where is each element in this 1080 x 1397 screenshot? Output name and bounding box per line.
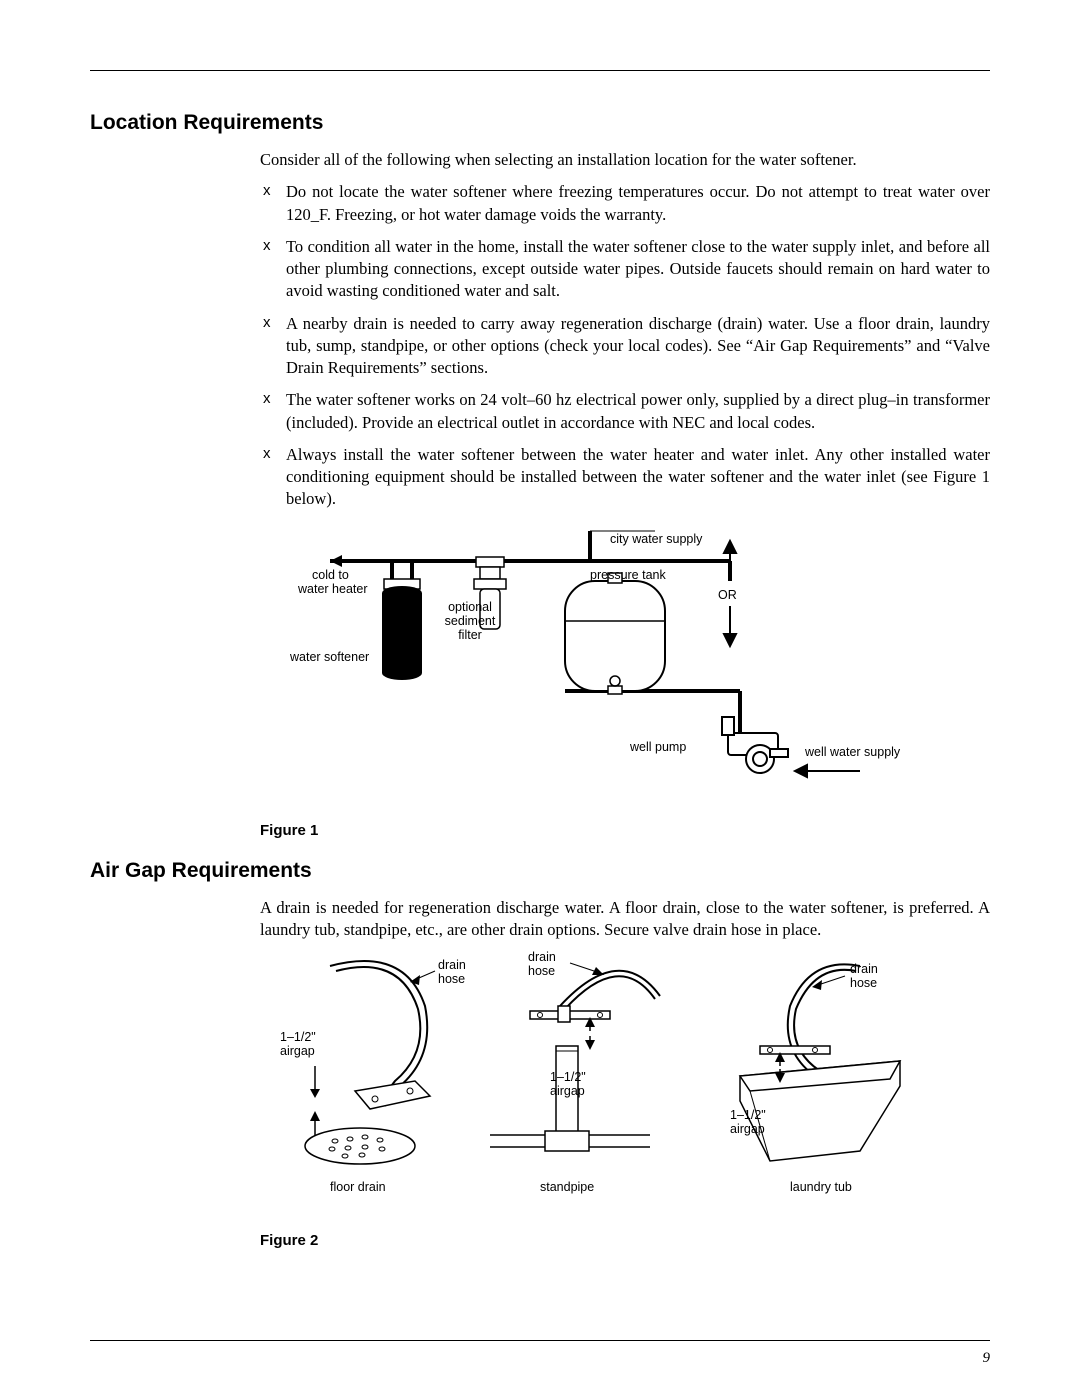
label-softener: water softener	[289, 650, 369, 664]
section2-intro: A drain is needed for regeneration disch…	[260, 897, 990, 942]
arrow-left-icon	[330, 555, 342, 567]
label-drain2b: hose	[528, 964, 555, 978]
label-pump: well pump	[629, 740, 686, 754]
floor-drain-icon	[305, 961, 435, 1164]
bullet-item: To condition all water in the home, inst…	[260, 236, 990, 303]
bottom-rule	[90, 1340, 990, 1341]
label-drain1b: drain	[528, 951, 556, 964]
label-floor: floor drain	[330, 1180, 386, 1194]
label-drain1a: drain	[438, 958, 466, 972]
figure1: city water supply OR	[260, 521, 990, 839]
label-or: OR	[718, 588, 737, 602]
label-gap2a: airgap	[280, 1044, 315, 1058]
bullet-item: Do not locate the water softener where f…	[260, 181, 990, 226]
figure1-svg: city water supply OR	[260, 521, 940, 811]
well-pump-icon	[722, 717, 788, 773]
label-gap2c: airgap	[730, 1122, 765, 1136]
section1-intro: Consider all of the following when selec…	[260, 149, 990, 171]
label-cold1: cold to	[312, 568, 349, 582]
label-gap1c: 1–1/2"	[730, 1108, 766, 1122]
label-drain1c: drain	[850, 962, 878, 976]
bullet-item: The water softener works on 24 volt–60 h…	[260, 389, 990, 434]
label-opt1: optional	[448, 600, 492, 614]
label-pressure: pressure tank	[590, 568, 666, 582]
figure2-svg: drain hose 1–1/2" airgap floor drain dra…	[260, 951, 960, 1221]
figure1-caption: Figure 1	[260, 822, 990, 839]
label-opt2: sediment	[445, 614, 496, 628]
standpipe-icon	[490, 963, 660, 1151]
label-city: city water supply	[610, 532, 703, 546]
label-drain2c: hose	[850, 976, 877, 990]
label-drain2a: hose	[438, 972, 465, 986]
section2-body: A drain is needed for regeneration disch…	[260, 897, 990, 942]
label-gap2b: airgap	[550, 1084, 585, 1098]
label-cold2: water heater	[297, 582, 367, 596]
page-number: 9	[983, 1350, 991, 1367]
well-supply-arrow-icon	[795, 765, 860, 777]
top-rule	[90, 70, 990, 71]
bullet-item: A nearby drain is needed to carry away r…	[260, 313, 990, 380]
label-opt3: filter	[458, 628, 482, 642]
section1-bullets: Do not locate the water softener where f…	[260, 181, 990, 510]
water-softener-icon	[382, 579, 422, 680]
figure2-caption: Figure 2	[260, 1232, 990, 1249]
section2-heading: Air Gap Requirements	[90, 859, 990, 883]
label-gap1a: 1–1/2"	[280, 1030, 316, 1044]
label-gap1b: 1–1/2"	[550, 1070, 586, 1084]
section1-heading: Location Requirements	[90, 111, 990, 135]
section1-body: Consider all of the following when selec…	[260, 149, 990, 511]
bullet-item: Always install the water softener betwee…	[260, 444, 990, 511]
label-well: well water supply	[804, 745, 901, 759]
label-laundry: laundry tub	[790, 1180, 852, 1194]
pressure-tank-icon	[565, 573, 665, 694]
figure2: drain hose 1–1/2" airgap floor drain dra…	[260, 951, 990, 1249]
label-standpipe: standpipe	[540, 1180, 594, 1194]
